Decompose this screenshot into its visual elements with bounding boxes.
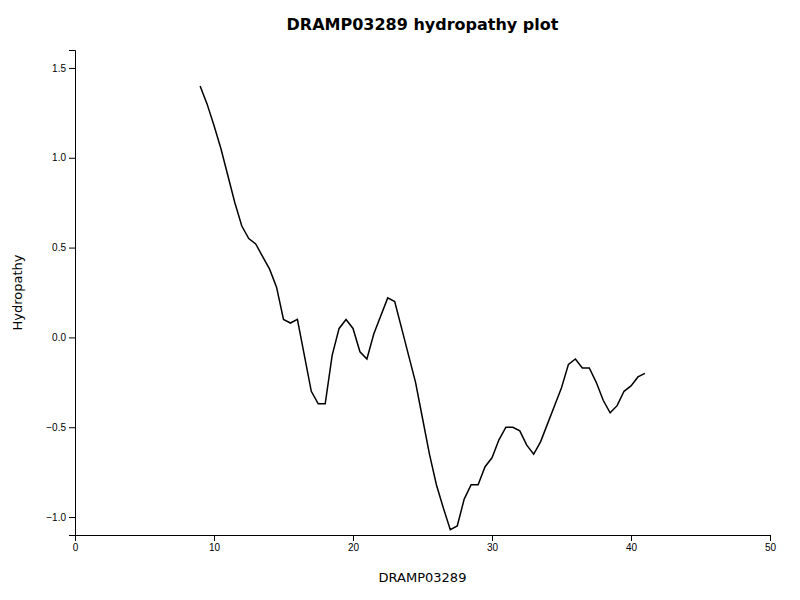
series xyxy=(200,86,645,530)
x-axis-tick: 20 xyxy=(348,535,360,553)
y-axis-tick: 0.0 xyxy=(52,332,75,343)
x-axis-tick-label: 0 xyxy=(73,542,79,553)
x-axis-tick-mark xyxy=(214,535,215,541)
x-axis-tick: 50 xyxy=(765,535,777,553)
y-axis-tick: 1.5 xyxy=(52,63,75,74)
x-axis-tick: 10 xyxy=(209,535,221,553)
y-axis-tick-label: 1.5 xyxy=(52,63,66,74)
y-axis-tick-mark xyxy=(69,158,75,159)
y-axis-tick-label: 0.0 xyxy=(52,332,66,343)
y-axis-tick: 0.5 xyxy=(52,242,75,253)
x-axis-title: DRAMP03289 xyxy=(379,570,467,585)
y-axis-tick-mark xyxy=(69,68,75,69)
chart: 0 10 20 30 40 50 −1.0 −0.5 0.0 0.5 1.0 1.5 DRAMP0328… xyxy=(0,0,800,600)
y-axis: −1.0 −0.5 0.0 0.5 1.0 1.5 xyxy=(46,51,75,536)
x-axis-tick-label: 10 xyxy=(209,542,221,553)
y-axis-title: Hydropathy xyxy=(10,254,25,330)
x-axis-tick-mark xyxy=(492,535,493,541)
y-axis-tick-mark xyxy=(69,517,75,518)
plot-area: 0 10 20 30 40 50 −1.0 −0.5 0.0 0.5 1.0 1.5 xyxy=(46,51,776,554)
x-axis-line xyxy=(76,536,771,542)
x-axis-tick: 0 xyxy=(73,535,79,553)
y-axis-tick-mark xyxy=(69,427,75,428)
x-axis-tick-mark xyxy=(631,535,632,541)
y-axis-line xyxy=(69,51,76,536)
y-axis-tick-label: −1.0 xyxy=(46,512,66,523)
x-axis-tick-label: 30 xyxy=(487,542,499,553)
y-axis-tick-mark xyxy=(69,248,75,249)
y-axis-tick: −0.5 xyxy=(46,422,75,433)
x-axis: 0 10 20 30 40 50 xyxy=(73,535,777,553)
y-axis-tick-label: −0.5 xyxy=(46,422,66,433)
y-axis-tick: −1.0 xyxy=(46,512,75,523)
y-axis-tick-label: 1.0 xyxy=(52,152,66,163)
x-axis-tick: 30 xyxy=(487,535,499,553)
x-axis-tick-label: 40 xyxy=(626,542,638,553)
x-axis-tick-mark xyxy=(353,535,354,541)
x-axis-tick: 40 xyxy=(626,535,638,553)
x-axis-tick-mark xyxy=(770,535,771,541)
y-axis-tick-label: 0.5 xyxy=(52,242,66,253)
line xyxy=(200,86,645,530)
y-axis-tick-mark xyxy=(69,337,75,338)
x-axis-tick-label: 50 xyxy=(765,542,777,553)
x-axis-tick-label: 20 xyxy=(348,542,360,553)
y-axis-tick: 1.0 xyxy=(52,152,75,163)
title: DRAMP03289 hydropathy plot xyxy=(287,15,559,34)
